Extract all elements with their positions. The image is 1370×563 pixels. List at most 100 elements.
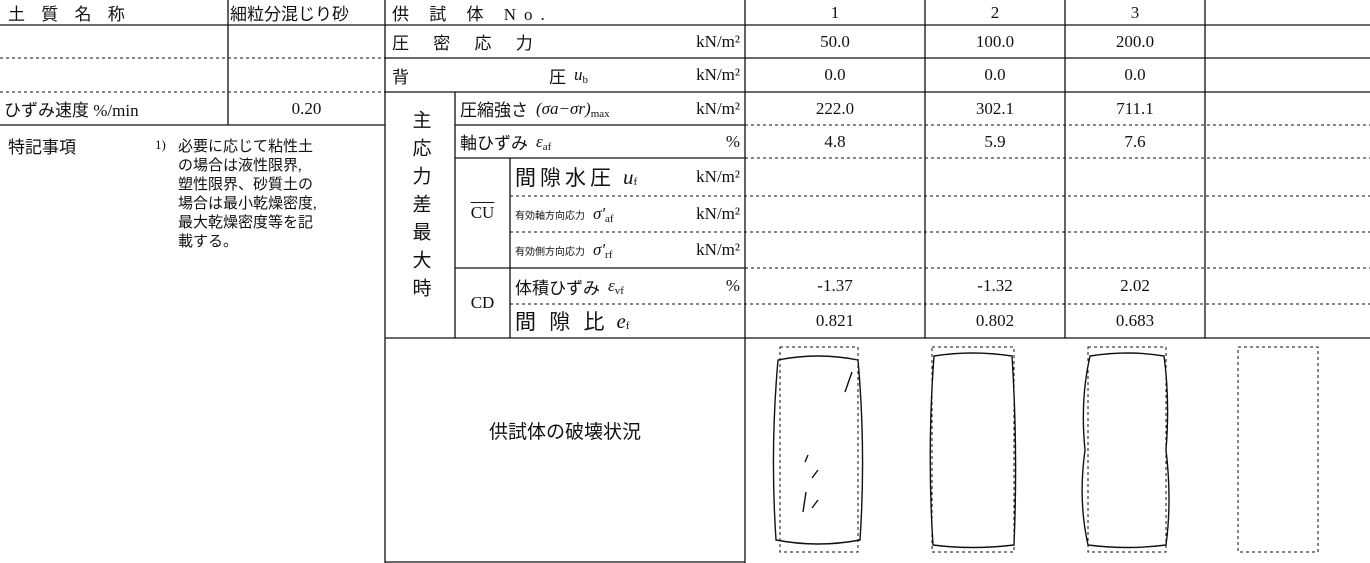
note-line-cell: 最大乾燥密度等を記 [178, 211, 388, 231]
row-label: 有効側方向応力 [515, 246, 585, 258]
soil-name-label-cell: 土 質 名 称 [8, 0, 223, 25]
cell-value: 50.0 [820, 31, 850, 51]
cell-value-cell: 0.683 [1065, 304, 1205, 338]
cell-value-cell: 0.802 [925, 304, 1065, 338]
row-unit: kN/m² [696, 240, 740, 259]
row-label-cell: 有効軸方向応力 σ' af kN/m² [515, 196, 740, 232]
row-symbol: u [623, 164, 634, 189]
cell-value-cell: 4.8 [745, 125, 925, 158]
row-label: 軸ひずみ [460, 134, 528, 153]
row-unit: kN/m² [696, 204, 740, 223]
cell-value: 0.683 [1115, 311, 1155, 330]
row-unit: kN/m² [696, 65, 740, 84]
cd-label: CD [470, 293, 495, 312]
row-label-cell: 間隙水圧 u f kN/m² [515, 158, 740, 196]
note-number: 1) [155, 137, 166, 152]
cell-value-cell: 0.0 [1065, 58, 1205, 92]
row-symbol: ε [608, 276, 615, 295]
failure-label-cell: 供試体の破壊状況 [385, 410, 745, 450]
cu-label: CU [470, 203, 495, 222]
row-symbol-sub: max [590, 107, 610, 120]
specimen-number: 2 [990, 2, 1000, 22]
cell-value: 0.0 [984, 65, 1006, 84]
cell-value-cell: 222.0 [745, 92, 925, 125]
cell-value-cell: -1.37 [745, 268, 925, 304]
row-unit: kN/m² [696, 31, 740, 51]
cell-value: 5.9 [984, 131, 1006, 151]
cell-value: 0.0 [824, 65, 846, 84]
specimen-number-cell: 1 [745, 0, 925, 25]
note-line: 場合は最小乾燥密度, [178, 195, 317, 212]
cell-value-cell: 302.1 [925, 92, 1065, 125]
cell-value: -1.32 [977, 276, 1013, 295]
row-label: 有効軸方向応力 [515, 210, 585, 222]
notes-label-cell: 特記事項 [8, 130, 118, 160]
row-label-cell: 有効側方向応力 σ' rf kN/m² [515, 232, 740, 268]
cell-value: 0.821 [815, 311, 855, 330]
specimen-number-cell: 2 [925, 0, 1065, 25]
row-label-cell: 体積ひずみ ε vf% [515, 268, 740, 304]
cell-value: 0.802 [975, 311, 1015, 330]
header-label-cell: 供 試 体 No. [392, 0, 742, 25]
cell-value-cell: 100.0 [925, 25, 1065, 58]
row-label-2: 圧 [549, 67, 566, 87]
row-symbol-sub: af [605, 213, 614, 225]
row-unit: % [725, 276, 740, 295]
cell-value-cell: 50.0 [745, 25, 925, 58]
note-line-cell: 載する。 [178, 230, 388, 250]
cell-value: 711.1 [1116, 98, 1154, 118]
cell-value-cell: 0.0 [925, 58, 1065, 92]
note-line-cell: 必要に応じて粘性土 [178, 135, 388, 155]
note-line-cell: の場合は液性限界, [178, 154, 388, 174]
row-label-cell: 圧 密 応 力 kN/m² [392, 25, 740, 58]
row-symbol: σ' [593, 240, 606, 259]
cell-value-cell: -1.32 [925, 268, 1065, 304]
cell-value-cell: 7.6 [1065, 125, 1205, 158]
soil-name: 細粒分混じり砂 [230, 5, 349, 24]
note-line: 最大乾燥密度等を記 [178, 214, 314, 231]
specimen-number: 1 [830, 2, 840, 22]
row-label: 圧縮強さ [460, 101, 528, 120]
row-label-cell: 軸ひずみ ε af% [460, 125, 740, 158]
strain-rate-cell: 0.20 [228, 92, 385, 125]
strain-rate-label-cell: ひずみ速度 %/min [4, 92, 228, 125]
row-symbol-sub: f [625, 320, 630, 332]
row-symbol: u [574, 65, 583, 84]
row-unit: kN/m² [696, 98, 740, 118]
note-line: 載する。 [178, 233, 239, 250]
group-label-cell: 主応力差最大時 [385, 110, 455, 338]
cd-label-cell: CD [455, 268, 510, 338]
soil-name-cell: 細粒分混じり砂 [230, 0, 385, 25]
cell-value-cell: 200.0 [1065, 25, 1205, 58]
cell-value: 7.6 [1124, 131, 1146, 151]
note-line: の場合は液性限界, [178, 157, 302, 174]
row-symbol: (σa−σr) [536, 98, 591, 118]
cell-value: 0.0 [1124, 65, 1146, 84]
note-line-cell: 塑性限界、砂質土の [178, 173, 388, 193]
row-label-cell: 圧縮強さ (σa−σr) max kN/m² [460, 92, 740, 125]
row-symbol: σ' [593, 204, 606, 223]
row-symbol-sub: b [582, 74, 589, 86]
note-number-cell: 1) [155, 130, 185, 160]
row-symbol-sub: rf [605, 249, 613, 261]
row-label: 圧 密 応 力 [392, 34, 543, 53]
strain-rate: 0.20 [291, 98, 322, 118]
failure-sketches [772, 352, 1170, 549]
row-unit: % [725, 131, 740, 151]
failure-label: 供試体の破壊状況 [488, 421, 641, 443]
cell-value-cell: 2.02 [1065, 268, 1205, 304]
row-label: 間隙水圧 [515, 166, 615, 190]
cell-value-cell: 711.1 [1065, 92, 1205, 125]
group-label: 主応力差最大時 [409, 110, 431, 306]
soil-name-label: 土 質 名 称 [8, 5, 131, 24]
cell-value: 2.02 [1120, 276, 1150, 295]
cell-value: 222.0 [815, 98, 855, 118]
row-label: 体積ひずみ [515, 278, 600, 298]
cell-value: 200.0 [1115, 31, 1155, 51]
note-line-cell: 場合は最小乾燥密度, [178, 192, 388, 212]
row-symbol: e [616, 308, 626, 333]
notes-label: 特記事項 [8, 137, 76, 157]
row-symbol-sub: vf [614, 285, 624, 297]
